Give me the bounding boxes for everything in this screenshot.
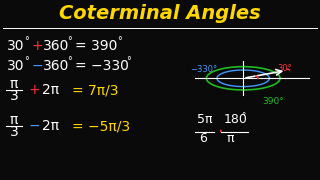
Text: = −5π/3: = −5π/3: [72, 119, 130, 133]
Text: 30: 30: [7, 39, 25, 53]
Text: 2π: 2π: [42, 119, 59, 133]
Text: π: π: [10, 113, 18, 127]
Text: 360: 360: [43, 59, 69, 73]
Text: 30: 30: [7, 59, 25, 73]
Text: = −330: = −330: [75, 59, 129, 73]
Text: 3: 3: [10, 125, 18, 139]
Text: 390°: 390°: [262, 97, 284, 106]
Text: 30°: 30°: [277, 64, 292, 73]
Text: π: π: [10, 77, 18, 91]
Text: +: +: [31, 39, 43, 53]
Text: °: °: [117, 36, 122, 46]
Text: = 7π/3: = 7π/3: [72, 83, 118, 97]
Text: −: −: [31, 59, 43, 73]
Text: °: °: [126, 56, 131, 66]
Text: °: °: [242, 112, 246, 122]
Text: 180: 180: [223, 113, 247, 126]
Text: 360: 360: [43, 39, 69, 53]
Text: Coterminal Angles: Coterminal Angles: [59, 4, 261, 23]
Text: 3: 3: [10, 89, 18, 103]
Text: = 390: = 390: [75, 39, 117, 53]
Text: °: °: [24, 56, 29, 66]
Text: °: °: [67, 56, 72, 66]
Text: 2π: 2π: [42, 83, 59, 97]
Text: +: +: [28, 83, 40, 97]
Text: −: −: [28, 119, 40, 133]
Text: °: °: [24, 36, 29, 46]
Text: 6: 6: [199, 132, 207, 145]
Text: ·: ·: [217, 123, 223, 141]
Text: 5π: 5π: [197, 113, 212, 126]
Text: °: °: [67, 36, 72, 46]
Text: −330°: −330°: [190, 65, 218, 74]
Text: π: π: [227, 132, 234, 145]
